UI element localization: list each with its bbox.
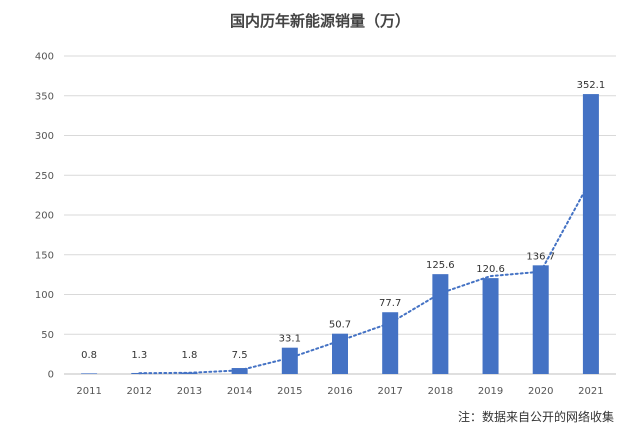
y-tick-label: 50 (41, 330, 54, 341)
x-tick-label: 2021 (578, 386, 603, 397)
x-tick-label: 2017 (377, 386, 402, 397)
x-tick-label: 2014 (227, 386, 252, 397)
data-label: 120.6 (476, 264, 505, 275)
x-tick-label: 2011 (76, 386, 101, 397)
bar (332, 333, 348, 374)
data-label: 352.1 (577, 80, 606, 91)
bar (582, 94, 599, 374)
data-label: 33.1 (279, 334, 301, 345)
y-tick-label: 100 (35, 290, 54, 301)
data-label: 7.5 (232, 350, 248, 361)
y-tick-label: 200 (35, 211, 54, 222)
y-tick-label: 150 (35, 250, 54, 261)
data-label: 0.8 (81, 350, 97, 361)
source-note: 注：数据来自公开的网络收集 (457, 410, 614, 424)
bar (482, 278, 499, 374)
data-label: 136.7 (526, 251, 555, 262)
bar (432, 274, 449, 374)
x-tick-label: 2019 (478, 386, 503, 397)
y-tick-label: 250 (35, 171, 54, 182)
x-tick-label: 2018 (428, 386, 453, 397)
x-tick-label: 2015 (277, 386, 302, 397)
x-tick-label: 2020 (528, 386, 553, 397)
bar (281, 347, 298, 374)
trendline (138, 178, 592, 375)
y-tick-label: 350 (35, 91, 54, 102)
data-label: 1.3 (131, 350, 147, 361)
bar (532, 265, 549, 374)
x-tick-label: 2012 (127, 386, 152, 397)
data-label: 50.7 (329, 320, 351, 331)
y-tick-label: 400 (35, 52, 54, 63)
chart-title: 国内历年新能源销量（万） (229, 12, 410, 30)
bar (382, 312, 399, 374)
y-tick-label: 300 (35, 131, 54, 142)
data-label: 77.7 (379, 298, 401, 309)
x-tick-label: 2013 (177, 386, 202, 397)
x-tick-label: 2016 (327, 386, 352, 397)
data-label: 125.6 (426, 260, 455, 271)
bar (81, 373, 98, 374)
y-tick-label: 0 (48, 370, 54, 381)
data-label: 1.8 (182, 350, 198, 361)
